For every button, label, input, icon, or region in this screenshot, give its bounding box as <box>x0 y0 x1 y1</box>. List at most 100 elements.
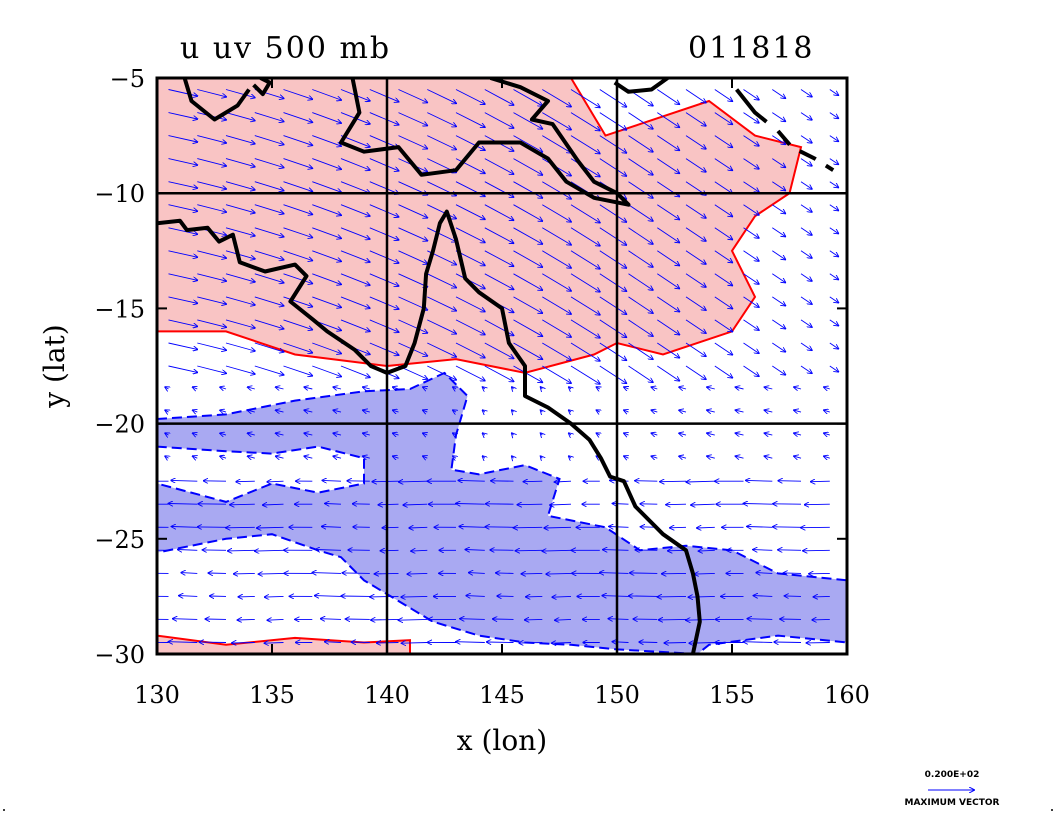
wind-vector <box>168 204 198 212</box>
wind-vector <box>483 410 485 412</box>
wind-vector <box>628 227 653 244</box>
wind-vector <box>555 619 572 620</box>
wind-vector <box>628 319 653 336</box>
wind-vector <box>743 112 759 123</box>
wind-vector <box>169 504 198 505</box>
wind-vector <box>685 158 706 172</box>
wind-vector <box>484 273 514 290</box>
wind-vector <box>455 319 485 335</box>
y-tick-label: −10 <box>94 180 145 208</box>
wind-vector <box>829 273 839 280</box>
wind-vector <box>369 158 399 171</box>
axis-ticks: 130 135 140 145 150 155 160 −5 −10 −15 −20 −25 −30 <box>94 65 870 709</box>
wind-vector <box>459 480 485 481</box>
wind-vector <box>423 433 427 435</box>
wind-vector <box>401 596 428 597</box>
wind-vector <box>829 342 839 349</box>
wind-vector <box>283 181 313 192</box>
wind-vector <box>743 342 759 353</box>
wind-vector <box>369 89 399 102</box>
wind-vector <box>427 319 456 334</box>
wind-vector <box>369 319 399 332</box>
wind-vector <box>172 527 198 528</box>
wind-vector <box>370 596 399 597</box>
wind-vector <box>772 181 785 191</box>
wind-vector <box>178 550 198 551</box>
wind-vector <box>829 296 839 303</box>
wind-vector <box>168 181 198 188</box>
wind-vector <box>526 596 543 597</box>
wind-vector <box>369 227 399 240</box>
wind-vector <box>469 573 485 574</box>
wind-vector <box>165 433 168 435</box>
wind-vector <box>220 456 227 458</box>
wind-vector <box>393 456 399 458</box>
wind-vector <box>225 365 255 374</box>
wind-vector <box>283 158 313 169</box>
wind-vector <box>612 642 629 643</box>
y-axis-label: y (lat) <box>38 324 71 408</box>
wind-vector <box>628 296 653 313</box>
wind-vector <box>542 250 571 268</box>
wind-vector <box>746 480 773 481</box>
wind-vector <box>369 273 399 286</box>
coastline-3 <box>252 78 272 97</box>
wind-vector <box>423 456 427 458</box>
wind-vector <box>599 112 627 130</box>
wind-vector <box>513 250 543 267</box>
wind-vector <box>679 456 687 458</box>
wind-vector <box>225 319 255 328</box>
wind-vector <box>707 410 715 412</box>
wind-vector <box>685 89 706 103</box>
wind-vector <box>744 504 773 505</box>
wind-vector <box>484 181 514 197</box>
wind-vector <box>657 204 679 220</box>
wind-vector <box>455 158 485 174</box>
wind-vector <box>165 456 168 458</box>
wind-vector <box>812 619 830 620</box>
wind-vector <box>427 112 456 127</box>
wind-vector <box>773 527 802 528</box>
coastlines <box>157 78 835 654</box>
wind-vector <box>197 342 226 350</box>
wind-vector <box>765 433 773 435</box>
wind-vector <box>485 527 514 528</box>
wind-vector <box>743 135 759 146</box>
wind-vector <box>657 227 679 243</box>
wind-vector <box>624 433 629 435</box>
wind-vector <box>276 410 284 412</box>
wind-vector <box>685 319 706 333</box>
wind-vector <box>628 250 653 267</box>
wind-vector <box>304 433 313 435</box>
wind-vector <box>602 596 629 597</box>
wind-vector <box>714 181 733 194</box>
wind-vectors <box>157 89 839 644</box>
wind-vector <box>369 342 399 355</box>
wind-vector <box>570 89 600 108</box>
wind-vector <box>484 342 514 358</box>
wind-vector <box>512 456 514 458</box>
wind-vector <box>800 112 812 120</box>
wind-vector <box>743 365 759 376</box>
wind-vector <box>168 112 198 119</box>
wind-vector <box>743 89 759 100</box>
wind-vector <box>465 550 485 551</box>
wind-vector <box>829 250 839 257</box>
wind-vector <box>686 481 715 482</box>
wind-vector <box>803 550 830 551</box>
wind-vector <box>628 112 653 129</box>
wind-vector <box>570 112 600 131</box>
wind-vector <box>541 456 543 458</box>
wind-vector <box>197 204 226 212</box>
wind-vector <box>569 410 571 412</box>
wind-vector <box>743 250 759 261</box>
wind-vector <box>829 112 839 119</box>
wind-vector <box>304 410 313 412</box>
wind-vector <box>283 89 313 100</box>
wind-vector <box>369 296 399 309</box>
region-positive-north <box>157 78 803 374</box>
wind-vector <box>608 619 629 620</box>
wind-vector <box>484 250 514 266</box>
wind-vector <box>169 642 198 643</box>
wind-vector <box>657 89 679 105</box>
